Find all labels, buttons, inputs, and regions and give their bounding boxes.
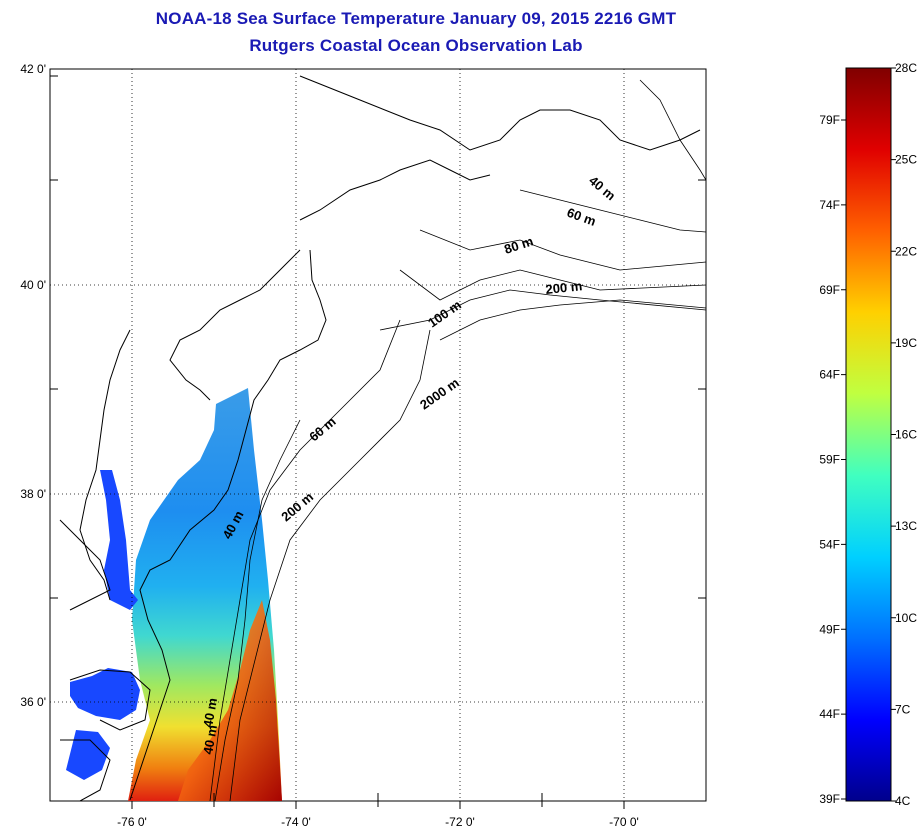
fahrenheit-label: 79F <box>819 113 840 127</box>
celsius-label: 7C <box>895 702 911 716</box>
celsius-labels: 28C 25C 22C 19C 16C 13C 10C 7C 4C <box>891 61 917 808</box>
lon-label: -72 0' <box>445 815 475 829</box>
lon-label: -74 0' <box>281 815 311 829</box>
fahrenheit-label: 44F <box>819 707 840 721</box>
fahrenheit-label: 64F <box>819 368 840 382</box>
isobath-lines <box>209 79 706 801</box>
gridlines <box>50 69 706 801</box>
latitude-labels: 42 0' 40 0' 38 0' 36 0' <box>20 62 46 709</box>
map-title: NOAA-18 Sea Surface Temperature January … <box>155 9 677 28</box>
lat-label: 36 0' <box>20 695 46 709</box>
sst-pamlico-sound <box>66 668 140 780</box>
celsius-label: 25C <box>895 153 917 167</box>
colorbar-bar <box>845 67 892 802</box>
fahrenheit-label: 49F <box>819 622 840 636</box>
tick-marks <box>50 75 707 809</box>
fahrenheit-label: 59F <box>819 453 840 467</box>
lat-label: 42 0' <box>20 62 46 76</box>
celsius-label: 13C <box>895 519 917 533</box>
celsius-label: 22C <box>895 244 917 258</box>
celsius-label: 19C <box>895 336 917 350</box>
sst-warm-core <box>178 600 282 801</box>
fahrenheit-label: 54F <box>819 537 840 551</box>
celsius-label: 16C <box>895 428 917 442</box>
celsius-label: 10C <box>895 611 917 625</box>
isobath-label: 200 m <box>545 278 583 297</box>
longitude-labels: -76 0' -74 0' -72 0' -70 0' <box>117 815 639 829</box>
lon-label: -70 0' <box>609 815 639 829</box>
sst-chesapeake <box>100 470 138 610</box>
lat-label: 38 0' <box>20 487 46 501</box>
lon-label: -76 0' <box>117 815 147 829</box>
celsius-label: 28C <box>895 61 917 75</box>
fahrenheit-label: 74F <box>819 198 840 212</box>
fahrenheit-label: 39F <box>819 792 840 806</box>
lat-label: 40 0' <box>20 278 46 292</box>
isobath-label: 40 m <box>200 697 220 729</box>
isobath-label: 40 m <box>200 724 220 756</box>
fahrenheit-labels: 79F 74F 69F 64F 59F 54F 49F 44F 39F <box>819 113 846 806</box>
coastline <box>59 75 701 801</box>
fahrenheit-label: 69F <box>819 283 840 297</box>
celsius-label: 4C <box>895 794 911 808</box>
map-subtitle: Rutgers Coastal Ocean Observation Lab <box>249 36 583 55</box>
